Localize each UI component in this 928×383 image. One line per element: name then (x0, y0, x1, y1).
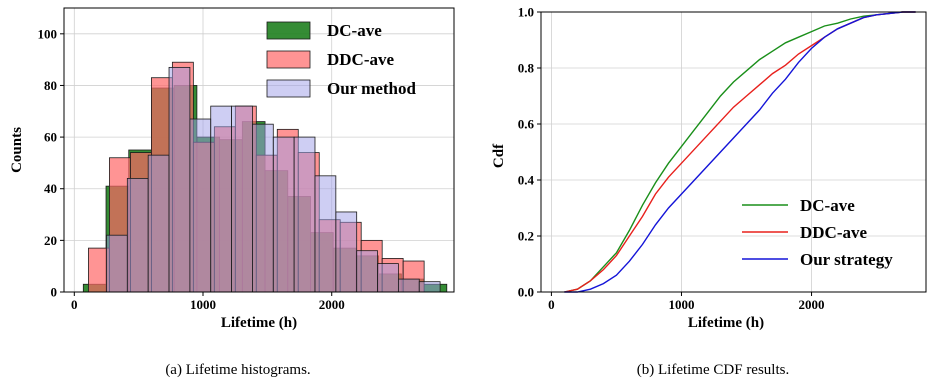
cdf-panel: 0 1000 2000 0.0 0.2 0.4 0.6 0.8 1.0 Lifetime (h)… (491, 5, 927, 378)
histogram-ticks: 0 1000 2000 0 20 40 60 80 100 (38, 26, 345, 312)
histogram-bar (418, 281, 441, 293)
histogram-bar (106, 234, 128, 293)
histogram-bar (189, 118, 212, 293)
histogram-bar (252, 123, 274, 293)
histogram-legend-label-dc-ave: DC-ave (327, 21, 382, 40)
histogram-bars (82, 61, 448, 293)
cdf-line-dc-ave (564, 11, 916, 293)
histogram-y-tick-label: 60 (44, 130, 57, 145)
cdf-legend-label-ddc-ave: DDC-ave (800, 223, 867, 242)
cdf-y-tick-label: 0.0 (518, 285, 534, 300)
histogram-bar (210, 105, 232, 293)
cdf-x-tick-label: 0 (548, 297, 555, 312)
histogram-y-tick-label: 100 (38, 26, 58, 41)
histogram-legend-label-our-method: Our method (327, 79, 416, 98)
cdf-frame (540, 11, 927, 293)
histogram-bar (272, 136, 295, 293)
cdf-legend: DC-ave DDC-ave Our strategy (742, 196, 893, 269)
histogram-bar (377, 263, 399, 293)
cdf-y-tick-label: 0.4 (518, 173, 535, 188)
histogram-bar (397, 278, 420, 293)
cdf-x-label: Lifetime (h) (688, 315, 764, 331)
cdf-line-our-strategy (564, 11, 916, 293)
histogram-legend-swatch-our-method (266, 79, 311, 98)
histogram-y-tick-label: 20 (44, 233, 57, 248)
histogram-x-tick-label: 1000 (190, 297, 216, 312)
histogram-y-tick-label: 80 (44, 78, 57, 93)
histogram-bar (314, 175, 337, 293)
cdf-y-tick-label: 0.8 (518, 61, 535, 76)
histogram-bar (147, 154, 170, 293)
cdf-x-tick-label: 2000 (799, 297, 825, 312)
cdf-x-tick-label: 1000 (668, 297, 694, 312)
cdf-y-tick-label: 0.6 (518, 117, 535, 132)
histogram-frame (63, 7, 455, 293)
cdf-lines (564, 11, 916, 293)
cdf-y-label: Cdf (491, 143, 507, 168)
cdf-plot-area (541, 12, 926, 292)
histogram-legend-label-ddc-ave: DDC-ave (327, 50, 394, 69)
histogram-bar (293, 136, 316, 293)
cdf-y-tick-label: 0.2 (518, 229, 534, 244)
histogram-bar (335, 211, 358, 293)
cdf-legend-label-our-strategy: Our strategy (800, 250, 893, 269)
histogram-legend-swatch-dc-ave (266, 21, 311, 40)
histogram-bar (168, 66, 191, 293)
histogram-legend: DC-ave DDC-ave Our method (266, 21, 416, 98)
cdf-ticks: 0 1000 2000 0.0 0.2 0.4 0.6 0.8 1.0 (518, 5, 825, 313)
histogram-panel: 0 1000 2000 0 20 40 60 80 100 Lifetime (h) Count… (9, 7, 455, 378)
histogram-y-label: Counts (9, 127, 25, 173)
histogram-bar (356, 250, 378, 293)
histogram-x-tick-label: 0 (71, 297, 78, 312)
histogram-y-tick-label: 40 (44, 181, 57, 196)
caption-b: (b) Lifetime CDF results. (637, 362, 789, 378)
histogram-bar (231, 105, 253, 293)
cdf-y-tick-label: 1.0 (518, 5, 534, 20)
histogram-x-tick-label: 2000 (319, 297, 345, 312)
histogram-legend-swatch-ddc-ave (266, 50, 311, 69)
cdf-legend-label-dc-ave: DC-ave (800, 196, 855, 215)
histogram-y-tick-label: 0 (51, 285, 58, 300)
histogram-bar (126, 177, 149, 293)
histogram-x-label: Lifetime (h) (221, 315, 297, 331)
caption-a: (a) Lifetime histograms. (165, 362, 310, 378)
